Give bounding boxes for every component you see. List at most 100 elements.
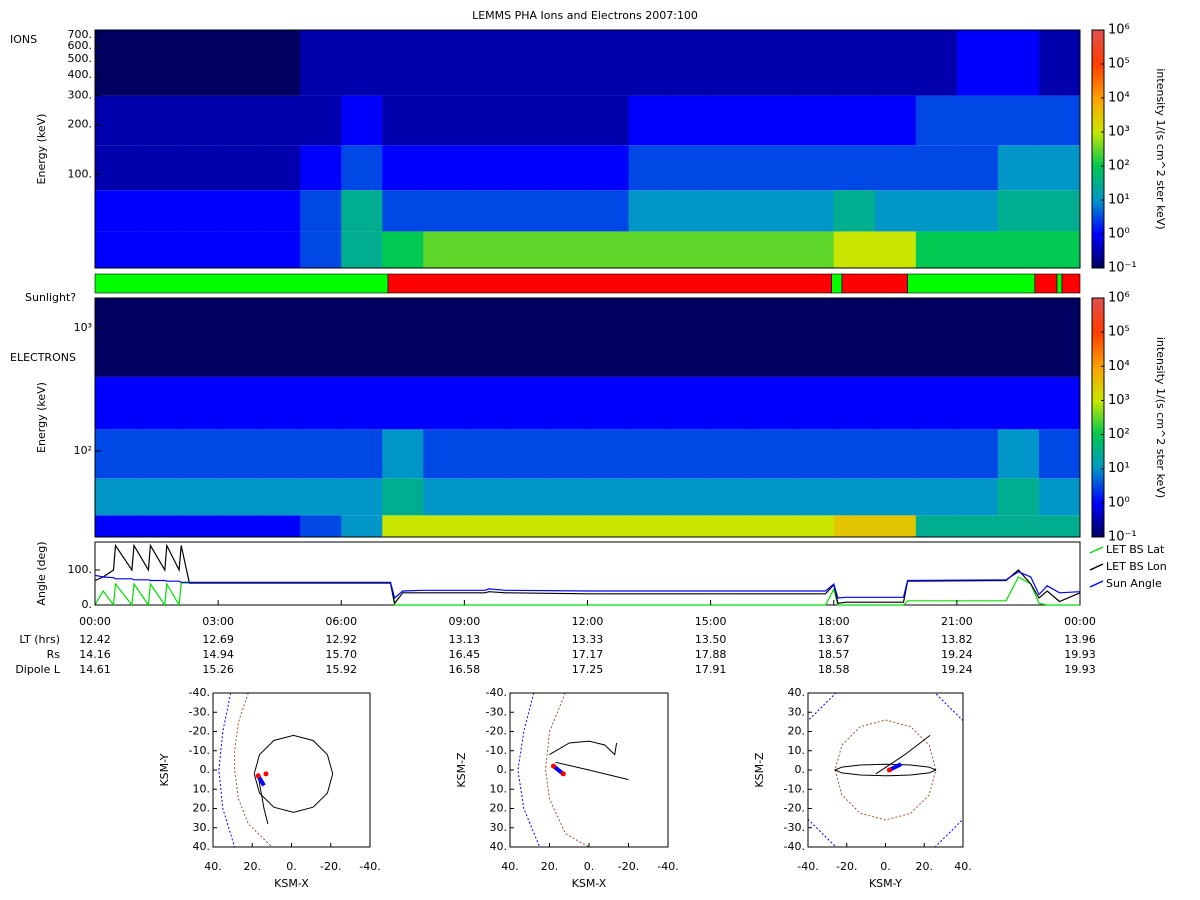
y-tick-label: 40. bbox=[193, 840, 211, 853]
heat-cell bbox=[341, 376, 383, 430]
colorbar-tick-label: 10³ bbox=[1108, 393, 1130, 408]
heat-cell bbox=[628, 429, 671, 479]
heat-cell bbox=[956, 478, 999, 516]
heat-cell bbox=[505, 376, 547, 430]
x-tick-label: 12:00 bbox=[572, 615, 604, 628]
heat-cell bbox=[505, 190, 547, 232]
x-tick-label: 0. bbox=[584, 860, 595, 873]
heat-cell bbox=[997, 478, 1040, 516]
heat-cell bbox=[423, 429, 465, 479]
heat-cell bbox=[423, 478, 465, 516]
colorbar-tick-label: 10² bbox=[1108, 427, 1130, 442]
ephemeris-value: 17.91 bbox=[695, 663, 727, 676]
y-tick-label: -40. bbox=[189, 686, 210, 699]
heat-cell bbox=[259, 30, 301, 96]
y-tick-label: -20. bbox=[486, 725, 507, 738]
heat-cell bbox=[669, 478, 712, 516]
orbit-path bbox=[253, 734, 334, 813]
panel-label: IONS bbox=[10, 33, 37, 46]
heat-cell bbox=[751, 30, 794, 96]
heat-cell bbox=[382, 298, 424, 377]
heat-cell bbox=[136, 231, 178, 268]
heat-cell bbox=[95, 298, 137, 377]
heat-cell bbox=[628, 231, 671, 268]
legend-label: Sun Angle bbox=[1106, 577, 1162, 590]
x-tick-label: 03:00 bbox=[202, 615, 234, 628]
x-tick-label: 06:00 bbox=[325, 615, 357, 628]
colorbar-tick-label: 10⁴ bbox=[1108, 359, 1130, 374]
y-axis-label: Energy (keV) bbox=[35, 382, 48, 453]
heat-cell bbox=[710, 190, 753, 232]
ephemeris-value: 19.93 bbox=[1064, 663, 1096, 676]
colorbar-tick-label: 10² bbox=[1108, 159, 1130, 174]
heat-cell bbox=[218, 231, 260, 268]
y-axis-label: KSM-Y bbox=[158, 753, 171, 786]
heat-cell bbox=[751, 190, 794, 232]
heat-cell bbox=[628, 95, 671, 146]
heat-cell bbox=[710, 515, 753, 537]
x-tick-label: 20. bbox=[916, 860, 934, 873]
heat-cell bbox=[341, 298, 383, 377]
ephemeris-label: LT (hrs) bbox=[19, 633, 60, 646]
heat-cell bbox=[464, 478, 506, 516]
y-axis-label: KSM-Z bbox=[753, 752, 766, 788]
heat-cell bbox=[710, 95, 753, 146]
heat-cell bbox=[669, 30, 712, 96]
heat-cell bbox=[136, 145, 178, 191]
heat-cell bbox=[423, 515, 465, 537]
heat-cell bbox=[587, 478, 630, 516]
colorbar-tick-label: 10⁶ bbox=[1108, 291, 1130, 306]
heat-cell bbox=[177, 429, 219, 479]
heat-cell bbox=[669, 298, 712, 377]
heat-cell bbox=[218, 376, 260, 430]
heat-cell bbox=[464, 515, 506, 537]
heat-cell bbox=[874, 190, 917, 232]
sunlight-segment bbox=[831, 273, 843, 294]
y-tick-label: 600. bbox=[68, 39, 93, 52]
heat-cell bbox=[874, 478, 917, 516]
colorbar-tick-label: 10⁻¹ bbox=[1108, 530, 1137, 545]
heat-cell bbox=[956, 231, 999, 268]
heat-cell bbox=[1038, 478, 1081, 516]
heat-cell bbox=[997, 30, 1040, 96]
y-tick-label: 0. bbox=[200, 763, 211, 776]
y-tick-label: -30. bbox=[189, 705, 210, 718]
orbit-plot bbox=[808, 693, 963, 847]
heat-cell bbox=[710, 376, 753, 430]
sunlight-segment bbox=[841, 273, 908, 294]
heat-cell bbox=[95, 478, 137, 516]
heat-cell bbox=[177, 515, 219, 537]
x-tick-label: -20. bbox=[320, 860, 341, 873]
x-tick-label: -20. bbox=[836, 860, 857, 873]
heat-cell bbox=[546, 190, 588, 232]
heat-cell bbox=[1038, 145, 1081, 191]
heat-cell bbox=[874, 145, 917, 191]
x-tick-label: -40. bbox=[359, 860, 380, 873]
heat-cell bbox=[382, 231, 424, 268]
ephemeris-value: 16.45 bbox=[449, 648, 481, 661]
orbit-path bbox=[833, 763, 937, 777]
heat-cell bbox=[915, 298, 958, 377]
heat-cell bbox=[464, 298, 506, 377]
heat-cell bbox=[464, 231, 506, 268]
position-marker bbox=[550, 763, 556, 769]
ephemeris-value: 13.13 bbox=[449, 633, 481, 646]
ephemeris-value: 17.88 bbox=[695, 648, 727, 661]
ephemeris-value: 12.69 bbox=[202, 633, 234, 646]
y-tick-label: 10. bbox=[193, 782, 211, 795]
heat-cell bbox=[915, 145, 958, 191]
heat-cell bbox=[833, 376, 876, 430]
y-tick-label: 100. bbox=[68, 563, 93, 576]
heat-cell bbox=[382, 376, 424, 430]
heat-cell bbox=[587, 231, 630, 268]
ephemeris-value: 14.94 bbox=[202, 648, 234, 661]
heat-cell bbox=[915, 30, 958, 96]
heat-cell bbox=[505, 231, 547, 268]
heat-cell bbox=[95, 95, 137, 146]
x-tick-label: 00:00 bbox=[1064, 615, 1096, 628]
colorbar-tick-label: 10⁶ bbox=[1108, 23, 1130, 38]
heat-cell bbox=[997, 429, 1040, 479]
heat-cell bbox=[341, 30, 383, 96]
ephemeris-value: 15.26 bbox=[202, 663, 234, 676]
heat-cell bbox=[587, 376, 630, 430]
